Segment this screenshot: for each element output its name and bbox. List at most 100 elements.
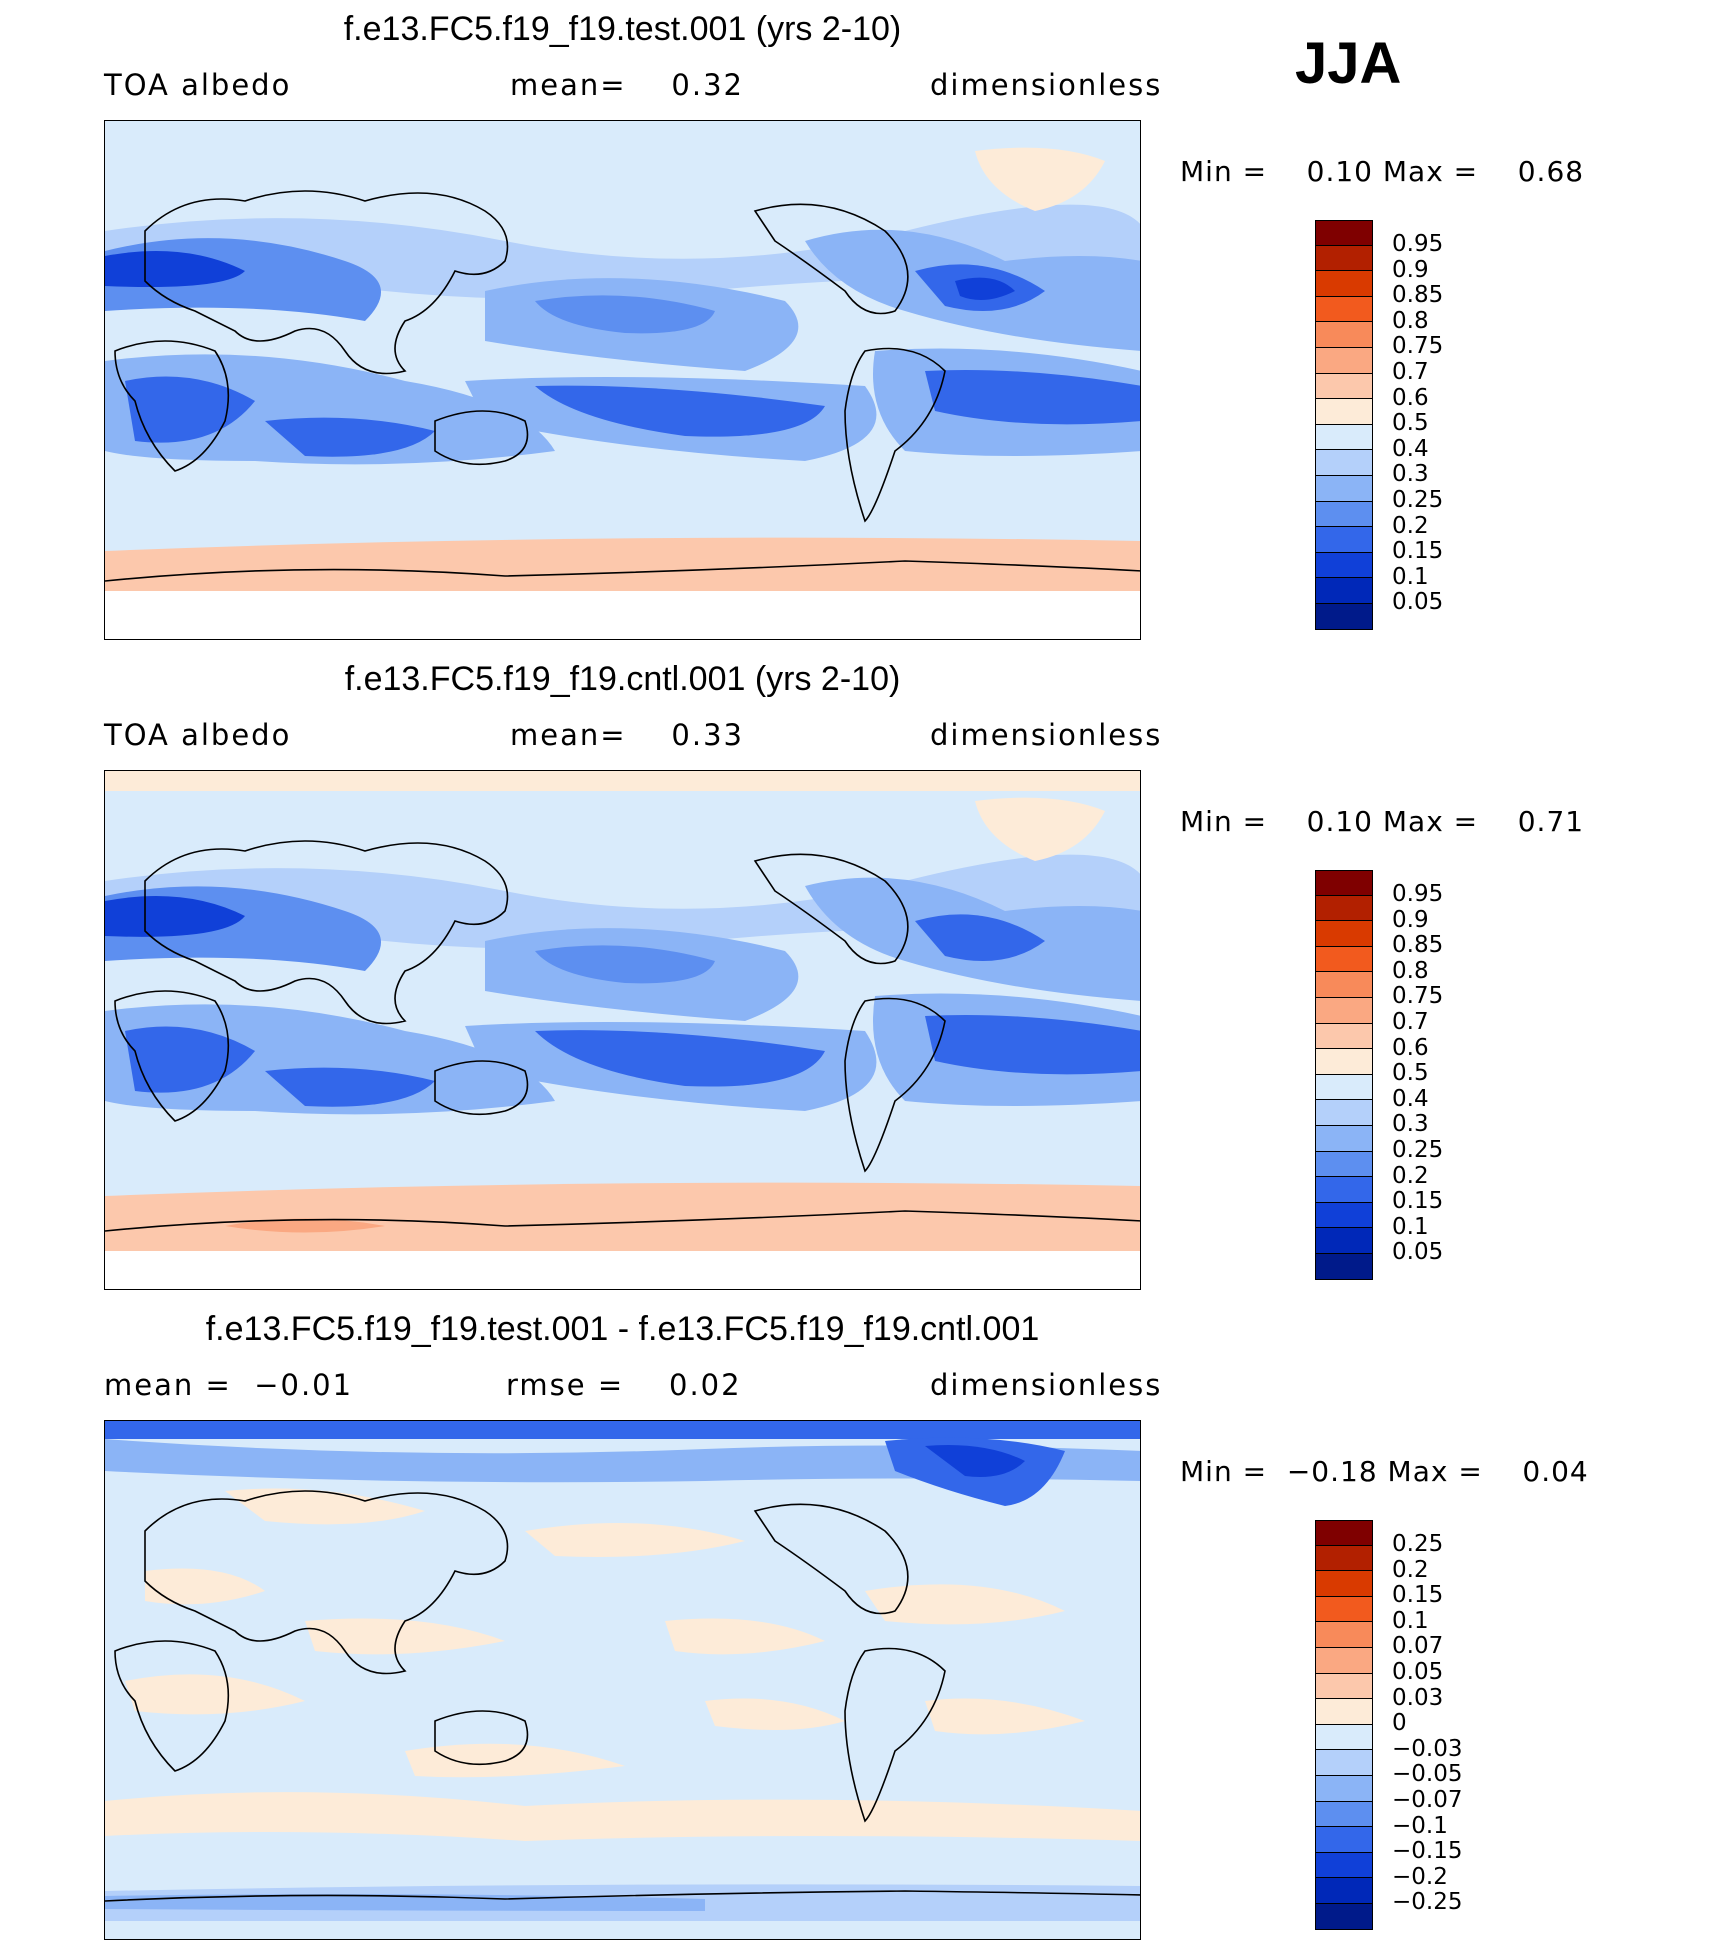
colorbar-tick-label: 0.25 — [1392, 486, 1444, 513]
colorbar-labels: 0.25 0.2 0.15 0.1 0.07 0.05 0.03 0 −0.03 −0.05 −0.… — [1392, 1531, 1463, 1916]
colorbar-tick-label: 0.8 — [1392, 957, 1429, 984]
colorbar-swatch — [1315, 603, 1373, 630]
colorbar-swatch — [1315, 552, 1373, 579]
colorbar-tick-label: 0.75 — [1392, 333, 1444, 360]
colorbar-tick-label: 0.2 — [1392, 512, 1429, 539]
colorbar-swatch — [1315, 1228, 1373, 1254]
min-max-label: Min = 0.10 Max = 0.71 — [1180, 805, 1585, 838]
colorbar-swatch — [1315, 870, 1373, 896]
colorbar-swatch — [1315, 1151, 1373, 1178]
colorbar-tick-label: −0.05 — [1392, 1761, 1463, 1788]
colorbar-tick-label: 0.9 — [1392, 256, 1429, 283]
colorbar-swatch — [1315, 1699, 1373, 1725]
colorbar — [1315, 870, 1373, 1280]
colorbar-tick-label: 0.6 — [1392, 1034, 1429, 1061]
panel-cntl: f.e13.FC5.f19_f19.cntl.001 (yrs 2-10) TO… — [0, 650, 1710, 1300]
colorbar-swatch — [1315, 1545, 1373, 1572]
colorbar-swatch — [1315, 450, 1373, 476]
mean-label: mean = −0.01 — [104, 1368, 354, 1402]
colorbar-swatch — [1315, 1074, 1373, 1101]
colorbar-tick-label: −0.1 — [1392, 1812, 1448, 1839]
colorbar-swatch — [1315, 1100, 1373, 1126]
colorbar-swatch — [1315, 1724, 1373, 1751]
colorbar-tick-label: 0.15 — [1392, 538, 1444, 565]
panel-title: f.e13.FC5.f19_f19.cntl.001 (yrs 2-10) — [344, 660, 901, 698]
rmse-label: rmse = 0.02 — [506, 1368, 742, 1402]
colorbar-swatch — [1315, 946, 1373, 973]
colorbar-swatch — [1315, 1253, 1373, 1280]
map-svg-diff — [105, 1421, 1140, 1939]
variable-label: TOA albedo — [104, 718, 292, 752]
colorbar-tick-label: 0.5 — [1392, 410, 1429, 437]
colorbar-swatch — [1315, 1750, 1373, 1776]
colorbar-tick-label: −0.03 — [1392, 1735, 1463, 1762]
min-max-label: Min = −0.18 Max = 0.04 — [1180, 1455, 1589, 1488]
colorbar-tick-label: 0.95 — [1392, 881, 1444, 907]
units-label: dimensionless — [930, 718, 1163, 752]
colorbar-swatch — [1315, 399, 1373, 425]
colorbar-swatch — [1315, 1049, 1373, 1075]
colorbar-swatch — [1315, 1571, 1373, 1597]
colorbar-swatch — [1315, 1852, 1373, 1879]
colorbar-tick-label: 0.05 — [1392, 589, 1444, 616]
colorbar-tick-label: −0.15 — [1392, 1838, 1463, 1865]
colorbar-swatch — [1315, 322, 1373, 348]
colorbar-swatch — [1315, 220, 1373, 246]
colorbar-swatch — [1315, 296, 1373, 323]
colorbar — [1315, 1520, 1373, 1930]
panel-test: f.e13.FC5.f19_f19.test.001 (yrs 2-10) TO… — [0, 0, 1710, 650]
albedo-map — [104, 770, 1141, 1290]
colorbar-tick-label: 0.2 — [1392, 1556, 1429, 1583]
colorbar-tick-label: 0.25 — [1392, 1136, 1444, 1163]
colorbar-swatch — [1315, 475, 1373, 502]
colorbar-swatch — [1315, 347, 1373, 374]
colorbar-swatch — [1315, 895, 1373, 922]
panel-diff: f.e13.FC5.f19_f19.test.001 - f.e13.FC5.f… — [0, 1300, 1710, 1950]
colorbar-tick-label: 0.2 — [1392, 1162, 1429, 1189]
season-label: JJA — [1295, 31, 1402, 96]
colorbar-tick-label: 0.15 — [1392, 1582, 1444, 1609]
panel-title: f.e13.FC5.f19_f19.test.001 - f.e13.FC5.f… — [205, 1310, 1040, 1348]
colorbar-swatch — [1315, 1202, 1373, 1229]
colorbar-tick-label: 0.9 — [1392, 906, 1429, 933]
colorbar-swatch — [1315, 578, 1373, 604]
mean-label: mean= 0.33 — [510, 718, 744, 752]
colorbar-tick-label: 0.25 — [1392, 1531, 1444, 1557]
colorbar-tick-label: 0.3 — [1392, 461, 1429, 488]
variable-label: TOA albedo — [104, 68, 292, 102]
colorbar-tick-label: 0.8 — [1392, 307, 1429, 334]
colorbar-tick-label: 0.15 — [1392, 1188, 1444, 1215]
map-svg-test — [105, 121, 1140, 639]
colorbar-labels: 0.95 0.9 0.85 0.8 0.75 0.7 0.6 0.5 0.4 0.3 0.25 0.2… — [1392, 881, 1444, 1266]
colorbar-swatch — [1315, 1801, 1373, 1828]
colorbar-swatch — [1315, 373, 1373, 400]
colorbar-swatch — [1315, 921, 1373, 947]
colorbar-tick-label: 0.5 — [1392, 1060, 1429, 1087]
colorbar-swatch — [1315, 1775, 1373, 1802]
colorbar-swatch — [1315, 1125, 1373, 1152]
albedo-map — [104, 120, 1141, 640]
colorbar-tick-label: 0.95 — [1392, 231, 1444, 257]
colorbar-tick-label: 0.07 — [1392, 1633, 1444, 1660]
colorbar-swatch — [1315, 245, 1373, 272]
colorbar-swatch — [1315, 1827, 1373, 1853]
colorbar-tick-label: −0.2 — [1392, 1863, 1448, 1890]
colorbar-tick-label: −0.07 — [1392, 1786, 1463, 1813]
colorbar-swatch — [1315, 1673, 1373, 1700]
colorbar-tick-label: 0.6 — [1392, 384, 1429, 411]
colorbar-tick-label: 0.4 — [1392, 1085, 1429, 1112]
min-max-label: Min = 0.10 Max = 0.68 — [1180, 155, 1585, 188]
panel-title: f.e13.FC5.f19_f19.test.001 (yrs 2-10) — [343, 10, 902, 48]
colorbar-tick-label: −0.25 — [1392, 1889, 1463, 1916]
units-label: dimensionless — [930, 68, 1163, 102]
colorbar-swatch — [1315, 1878, 1373, 1904]
colorbar-tick-label: 0.05 — [1392, 1239, 1444, 1266]
colorbar-tick-label: 0.85 — [1392, 282, 1444, 309]
colorbar-swatch — [1315, 1177, 1373, 1203]
colorbar-tick-label: 0.1 — [1392, 1213, 1429, 1240]
colorbar-swatch — [1315, 527, 1373, 553]
colorbar-swatch — [1315, 972, 1373, 998]
colorbar-swatch — [1315, 501, 1373, 528]
colorbar-labels: 0.95 0.9 0.85 0.8 0.75 0.7 0.6 0.5 0.4 0.3 0.25 0.2… — [1392, 231, 1444, 616]
colorbar-tick-label: 0.7 — [1392, 358, 1429, 385]
